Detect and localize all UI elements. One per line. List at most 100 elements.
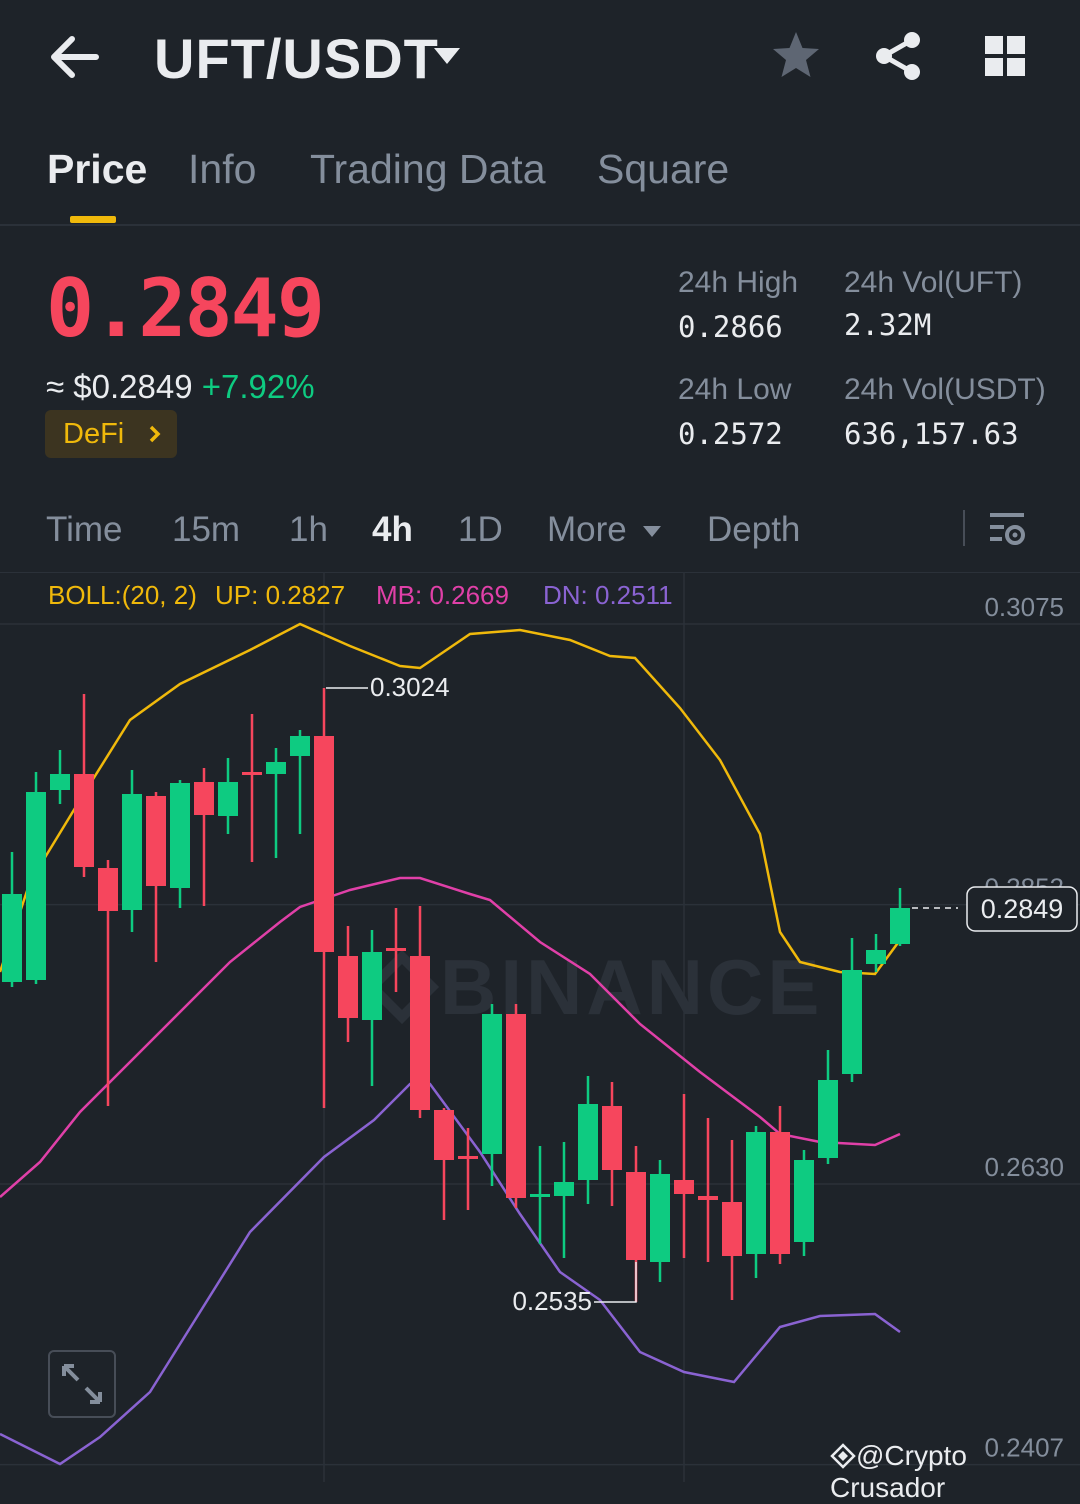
candle-body (2, 894, 22, 982)
usd-price-row: ≈ $0.2849 +7.92% (46, 368, 315, 406)
candle-body (50, 774, 70, 790)
candle (794, 1150, 814, 1256)
candle (386, 908, 406, 992)
candle-body (674, 1180, 694, 1194)
candle (98, 860, 118, 1106)
candle-body (266, 762, 286, 774)
tab-price[interactable]: Price (47, 146, 148, 192)
tab-info[interactable]: Info (188, 146, 257, 192)
vol-base-value: 2.32M (844, 308, 932, 342)
candle (170, 780, 190, 908)
candle (578, 1076, 598, 1204)
candle (482, 1004, 502, 1186)
candle (530, 1146, 550, 1244)
candle-body (122, 794, 142, 910)
active-tab-indicator (70, 216, 116, 223)
current-price-label: 0.2849 (981, 894, 1064, 924)
candle (602, 1082, 622, 1206)
candle (866, 934, 886, 972)
candle (266, 748, 286, 858)
candle-body (194, 782, 214, 815)
tf-more[interactable]: More (547, 510, 627, 549)
candle (50, 750, 70, 804)
candle-body (458, 1156, 478, 1159)
candle-body (74, 774, 94, 867)
candle-body (530, 1194, 550, 1197)
price-change: +7.92% (201, 368, 315, 405)
candle (122, 770, 142, 932)
chevron-right-icon (149, 425, 161, 443)
candle-body (338, 956, 358, 1018)
chart-watermark: BINANCE (440, 943, 823, 1031)
candle-body (170, 783, 190, 888)
y-axis-tick-label: 0.2407 (984, 1433, 1064, 1463)
back-arrow-icon[interactable] (40, 22, 110, 92)
expand-icon (62, 1364, 102, 1404)
current-price-box (966, 886, 1078, 932)
vol-base-label: 24h Vol(UFT) (844, 266, 1023, 299)
candle-body (746, 1132, 766, 1254)
candle (146, 792, 166, 962)
candle-body (482, 1014, 502, 1154)
boll-params: BOLL:(20, 2) (48, 580, 197, 610)
candle (314, 688, 334, 1108)
tf-15m[interactable]: 15m (172, 510, 241, 549)
tab-bar: Price Info Trading Data Square (0, 146, 1080, 226)
candle (194, 768, 214, 906)
more-caret-icon (643, 526, 661, 537)
boll-upper-band (0, 622, 902, 976)
candle-body (362, 952, 382, 1020)
dropdown-caret-icon[interactable] (432, 44, 462, 68)
candle (674, 1094, 694, 1258)
boll-middle-band (0, 876, 901, 1198)
tab-square[interactable]: Square (597, 146, 730, 192)
candle (506, 1004, 526, 1208)
tf-4h[interactable]: 4h (372, 510, 413, 549)
star-icon[interactable] (766, 26, 826, 86)
candle-body (554, 1182, 574, 1196)
candle (722, 1140, 742, 1300)
candle (290, 730, 310, 834)
candle (2, 852, 22, 987)
candle (218, 758, 238, 834)
fullscreen-button[interactable] (48, 1350, 116, 1418)
vol-quote-value: 636,157.63 (844, 417, 1019, 451)
candle-body (626, 1172, 646, 1260)
share-icon[interactable] (868, 26, 928, 86)
candle (362, 930, 382, 1086)
high-value: 0.2866 (678, 310, 783, 344)
category-tag-label: DeFi (63, 418, 125, 450)
tf-time[interactable]: Time (46, 510, 123, 549)
vol-quote-label: 24h Vol(USDT) (844, 373, 1046, 406)
candle-body (698, 1196, 718, 1200)
candle-body (602, 1106, 622, 1170)
candle-body (242, 772, 262, 775)
candle-body (890, 908, 910, 944)
boll-lower-band (0, 1082, 901, 1466)
tf-1d[interactable]: 1D (458, 510, 503, 549)
candle-body (818, 1080, 838, 1158)
candle-body (722, 1202, 742, 1256)
pair-title[interactable]: UFT/USDT (154, 27, 439, 90)
credit-watermark: @Crypto Crusador (830, 1440, 1080, 1504)
candle-body (146, 796, 166, 886)
candle (26, 772, 46, 984)
low-label: 24h Low (678, 373, 792, 406)
candle-body (410, 956, 430, 1110)
category-tag[interactable]: DeFi (45, 410, 177, 458)
candle (770, 1106, 790, 1264)
candle (818, 1050, 838, 1164)
candle (842, 938, 862, 1082)
tf-depth[interactable]: Depth (707, 510, 801, 549)
chart-settings-icon[interactable] (986, 510, 1030, 550)
candle (698, 1118, 718, 1262)
toolbar-divider (963, 510, 965, 546)
grid-icon[interactable] (975, 26, 1035, 86)
candle (554, 1142, 574, 1258)
low-value: 0.2572 (678, 417, 783, 451)
candle-body (434, 1110, 454, 1160)
candle (242, 714, 262, 862)
tf-1h[interactable]: 1h (289, 510, 328, 549)
tab-trading-data[interactable]: Trading Data (310, 146, 546, 192)
